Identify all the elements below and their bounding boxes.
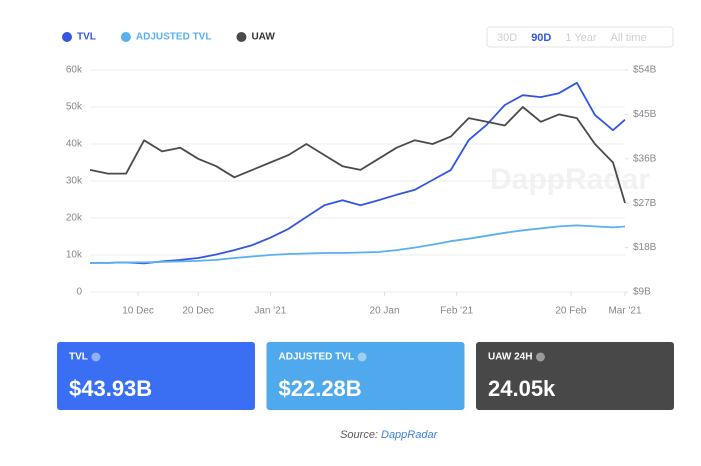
card-title: ADJUSTED TVL: [279, 352, 355, 363]
x-tick-label: Mar '21: [608, 306, 641, 317]
y-tick-label: 50k: [66, 102, 83, 113]
card-value: $22.28B: [279, 376, 362, 401]
y2-tick-label: $54B: [633, 65, 657, 76]
card-value: 24.05k: [488, 376, 556, 401]
source-label: Source:: [340, 429, 378, 441]
info-icon: [535, 352, 545, 362]
info-icon: [91, 352, 101, 362]
card-title: TVL: [69, 352, 88, 363]
card-value: $43.93B: [69, 376, 152, 401]
range-button[interactable]: 30D: [497, 32, 517, 44]
y2-tick-label: $36B: [633, 153, 657, 164]
legend-label[interactable]: TVL: [77, 32, 96, 43]
series-line: [90, 224, 626, 264]
y-tick-label: 0: [76, 287, 82, 298]
range-button[interactable]: 1 Year: [565, 32, 597, 44]
range-button[interactable]: All time: [611, 32, 647, 44]
range-button[interactable]: 90D: [531, 32, 551, 44]
x-tick-label: 20 Jan: [370, 306, 400, 317]
y2-tick-label: $27B: [633, 198, 657, 209]
y-tick-label: 20k: [66, 213, 83, 224]
y2-tick-label: $18B: [633, 242, 657, 253]
y-tick-label: 10k: [66, 250, 83, 261]
legend-swatch[interactable]: [62, 32, 72, 42]
x-tick-label: Feb '21: [440, 306, 473, 317]
y-tick-label: 40k: [66, 139, 83, 150]
x-tick-label: 20 Feb: [555, 306, 587, 317]
legend-label[interactable]: ADJUSTED TVL: [136, 32, 212, 43]
y2-tick-label: $45B: [633, 109, 657, 120]
legend-swatch[interactable]: [120, 32, 131, 42]
legend-label[interactable]: UAW: [251, 32, 275, 43]
stat-card: [266, 342, 465, 410]
source-name[interactable]: DappRadar: [381, 429, 439, 441]
legend-swatch[interactable]: [236, 32, 247, 42]
x-tick-label: 10 Dec: [122, 306, 154, 317]
range-box: [486, 26, 674, 48]
series-line: [90, 81, 626, 265]
y-tick-label: 60k: [66, 65, 83, 76]
stat-card: [476, 342, 674, 410]
series-line: [89, 106, 626, 204]
stat-card: [57, 342, 255, 410]
card-title: UAW 24H: [488, 352, 532, 363]
x-tick-label: 20 Dec: [182, 306, 214, 317]
y2-tick-label: $9B: [633, 287, 651, 298]
y-tick-label: 30k: [66, 176, 83, 187]
watermark: DappRadar: [490, 163, 650, 196]
x-tick-label: Jan '21: [254, 306, 286, 317]
info-icon: [357, 352, 367, 362]
